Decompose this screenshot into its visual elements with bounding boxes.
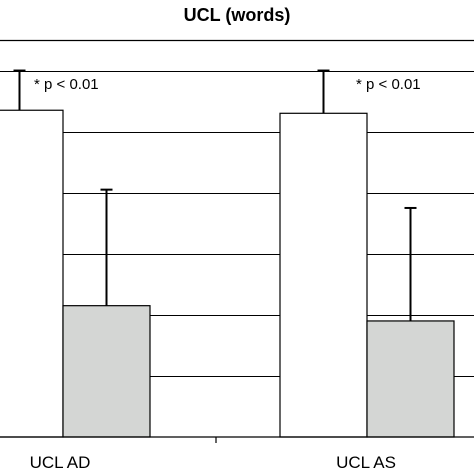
significance-annotation-ucl-as: * p < 0.01 xyxy=(356,76,421,93)
error-bars xyxy=(13,69,417,321)
bar-ucl-ad-s2 xyxy=(62,305,151,438)
bars xyxy=(0,109,455,438)
chart-title: UCL (words) xyxy=(184,5,291,25)
bar-ucl-ad-s1 xyxy=(0,109,64,438)
significance-annotation-ucl-ad: * p < 0.01 xyxy=(34,76,99,93)
bar-ucl-as-s1 xyxy=(279,112,368,438)
category-label-ucl-ad: UCL AD xyxy=(30,453,91,472)
category-label-ucl-as: UCL AS xyxy=(336,453,396,472)
bar-ucl-as-s2 xyxy=(366,320,455,438)
